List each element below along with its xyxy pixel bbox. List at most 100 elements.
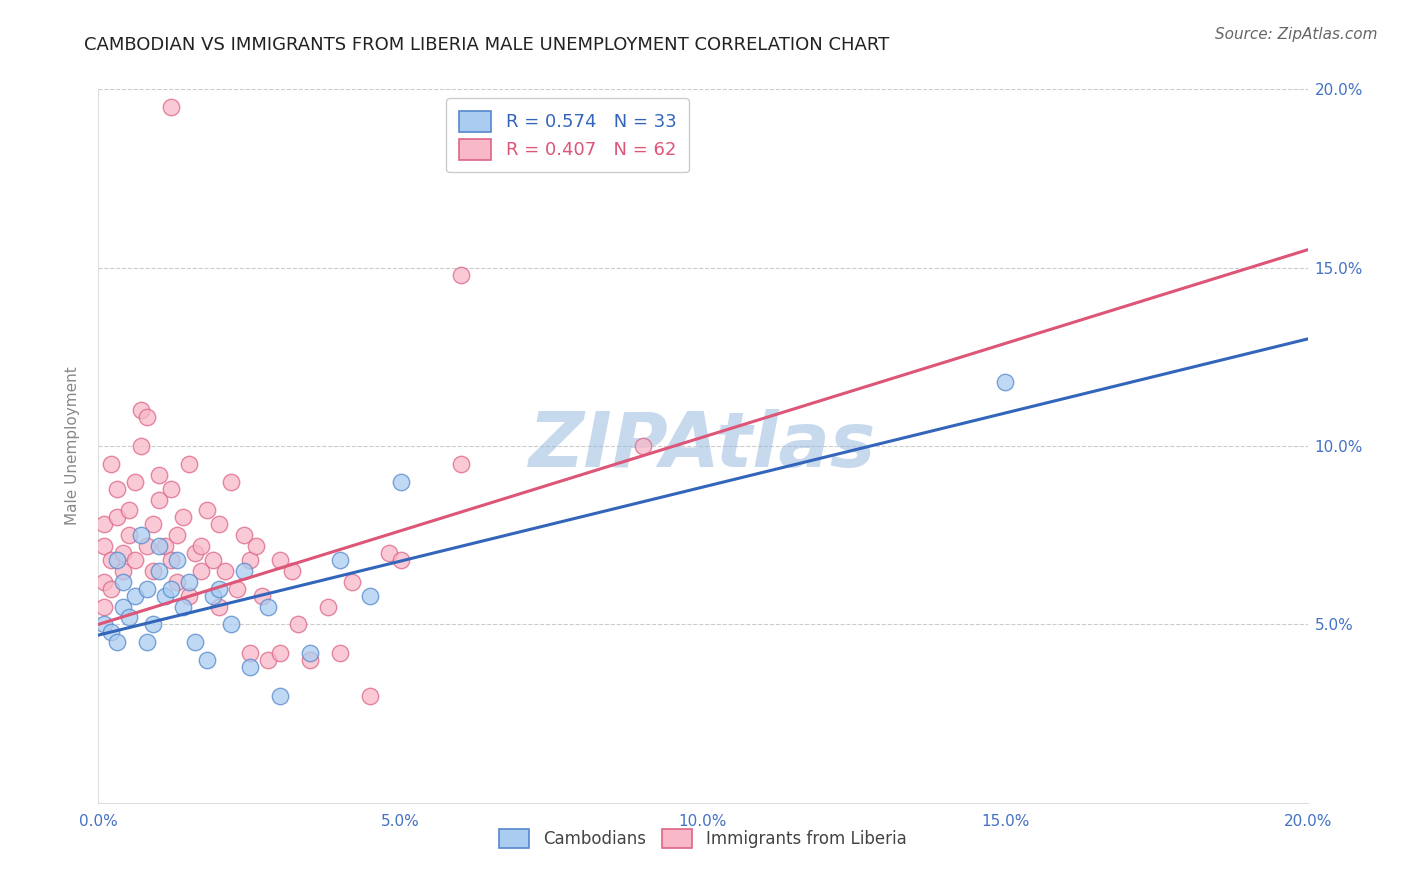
Point <box>105 635 128 649</box>
Point <box>269 689 291 703</box>
Point <box>148 467 170 482</box>
Point <box>250 589 273 603</box>
Point <box>245 539 267 553</box>
Point <box>118 610 141 624</box>
Text: CAMBODIAN VS IMMIGRANTS FROM LIBERIA MALE UNEMPLOYMENT CORRELATION CHART: CAMBODIAN VS IMMIGRANTS FROM LIBERIA MAL… <box>84 36 890 54</box>
Point <box>100 582 122 596</box>
Point <box>105 553 128 567</box>
Text: Source: ZipAtlas.com: Source: ZipAtlas.com <box>1215 27 1378 42</box>
Point <box>208 599 231 614</box>
Point <box>153 589 176 603</box>
Point <box>179 457 201 471</box>
Point <box>148 539 170 553</box>
Point <box>118 528 141 542</box>
Point <box>160 100 183 114</box>
Legend: Cambodians, Immigrants from Liberia: Cambodians, Immigrants from Liberia <box>492 822 914 855</box>
Point <box>148 564 170 578</box>
Point <box>105 510 128 524</box>
Point <box>190 564 212 578</box>
Point <box>195 503 218 517</box>
Point <box>172 599 194 614</box>
Point <box>316 599 339 614</box>
Point <box>118 503 141 517</box>
Point <box>111 574 134 589</box>
Point <box>153 539 176 553</box>
Point <box>111 546 134 560</box>
Point <box>135 635 157 649</box>
Point <box>232 564 254 578</box>
Point <box>342 574 364 589</box>
Point <box>389 475 412 489</box>
Point <box>129 528 152 542</box>
Point <box>184 546 207 560</box>
Point <box>208 517 231 532</box>
Point <box>166 553 188 567</box>
Point <box>142 517 165 532</box>
Point <box>208 582 231 596</box>
Point <box>124 589 146 603</box>
Point <box>135 410 157 425</box>
Point <box>281 564 304 578</box>
Point <box>142 564 165 578</box>
Point <box>93 517 115 532</box>
Point <box>239 660 262 674</box>
Point <box>93 617 115 632</box>
Point <box>179 589 201 603</box>
Point <box>135 582 157 596</box>
Point <box>214 564 236 578</box>
Point <box>299 646 322 660</box>
Point <box>360 589 382 603</box>
Point <box>166 574 188 589</box>
Point <box>269 646 291 660</box>
Point <box>195 653 218 667</box>
Point <box>994 375 1017 389</box>
Point <box>100 457 122 471</box>
Point <box>184 635 207 649</box>
Point <box>160 553 183 567</box>
Point <box>450 457 472 471</box>
Point <box>124 553 146 567</box>
Point <box>329 646 352 660</box>
Point <box>160 582 183 596</box>
Point <box>631 439 654 453</box>
Point <box>129 439 152 453</box>
Y-axis label: Male Unemployment: Male Unemployment <box>65 367 80 525</box>
Point <box>148 492 170 507</box>
Point <box>202 589 225 603</box>
Text: ZIPAtlas: ZIPAtlas <box>529 409 877 483</box>
Point <box>450 268 472 282</box>
Point <box>190 539 212 553</box>
Point <box>377 546 399 560</box>
Point <box>226 582 249 596</box>
Point <box>232 528 254 542</box>
Point <box>160 482 183 496</box>
Point <box>124 475 146 489</box>
Point <box>166 528 188 542</box>
Point <box>172 510 194 524</box>
Point <box>111 599 134 614</box>
Point <box>360 689 382 703</box>
Point <box>202 553 225 567</box>
Point <box>299 653 322 667</box>
Point <box>93 599 115 614</box>
Point <box>93 574 115 589</box>
Point <box>256 653 278 667</box>
Point <box>142 617 165 632</box>
Point <box>287 617 309 632</box>
Point <box>389 553 412 567</box>
Point <box>100 624 122 639</box>
Point <box>105 482 128 496</box>
Point <box>179 574 201 589</box>
Point <box>239 646 262 660</box>
Point <box>329 553 352 567</box>
Point <box>135 539 157 553</box>
Point <box>221 617 243 632</box>
Point <box>239 553 262 567</box>
Point <box>221 475 243 489</box>
Point <box>129 403 152 417</box>
Point <box>93 539 115 553</box>
Point <box>111 564 134 578</box>
Point <box>256 599 278 614</box>
Point <box>100 553 122 567</box>
Point <box>269 553 291 567</box>
